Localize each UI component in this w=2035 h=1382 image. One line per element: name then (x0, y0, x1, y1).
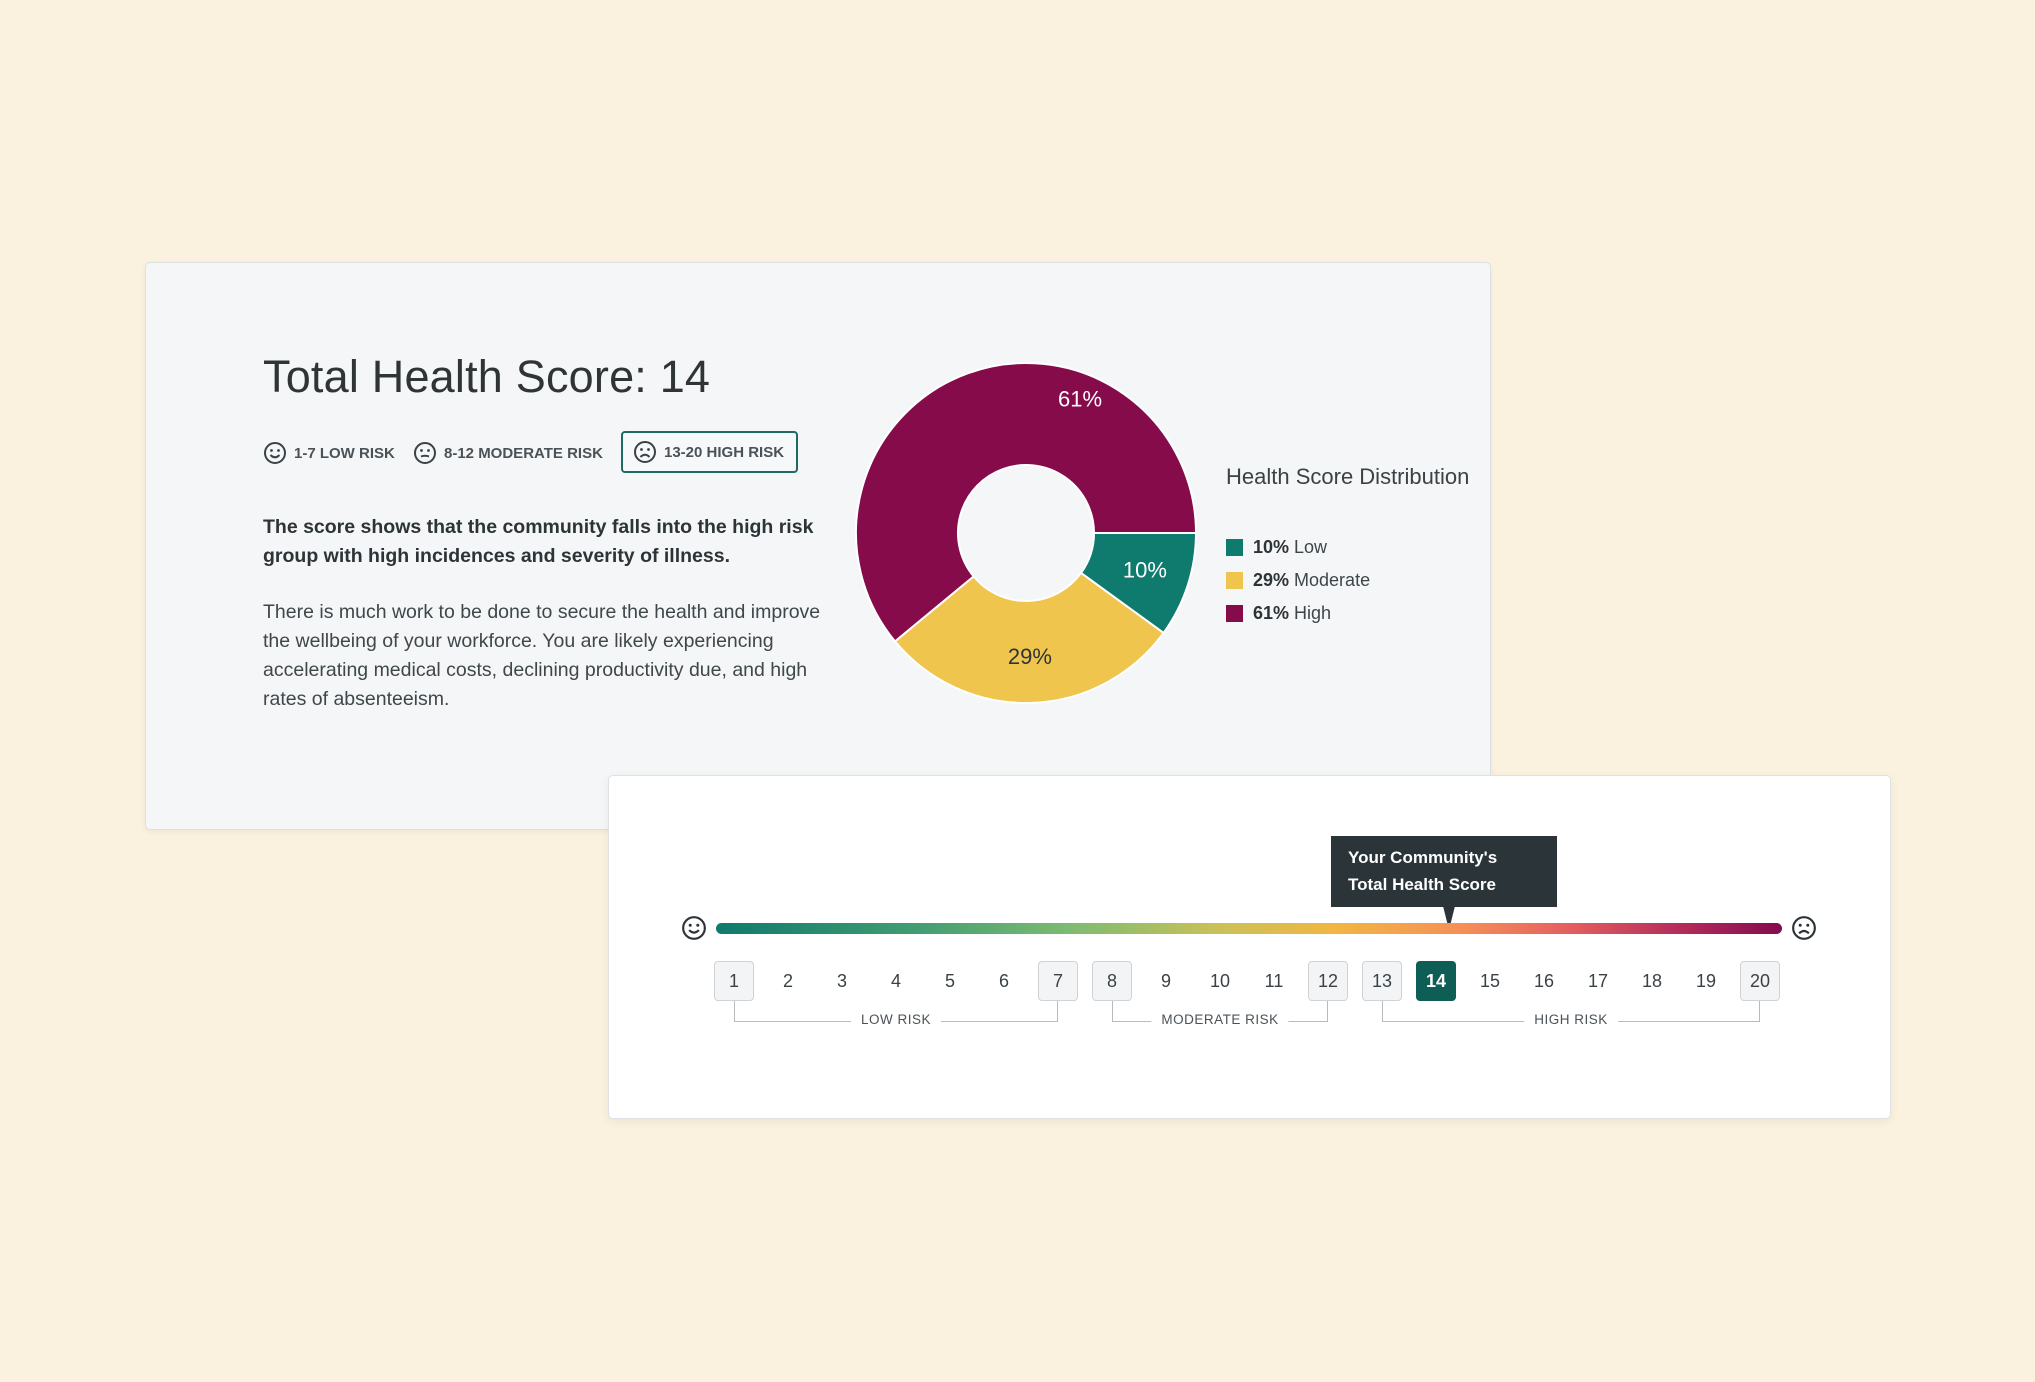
legend-swatch (1226, 539, 1243, 556)
donut-slice-label: 61% (1058, 386, 1102, 411)
legend-swatch (1226, 572, 1243, 589)
score-number[interactable]: 4 (890, 970, 901, 991)
legend-pct: 61% (1253, 603, 1290, 623)
legend-pct: 10% (1253, 537, 1290, 557)
risk-chip-high[interactable]: 13-20 HIGH RISK (621, 431, 798, 473)
health-score-summary-card: Total Health Score: 14 1-7 LOW RISK 8-12… (145, 262, 1491, 830)
score-number[interactable]: 19 (1695, 970, 1717, 991)
legend-name: High (1294, 603, 1332, 623)
score-description: There is much work to be done to secure … (263, 601, 821, 710)
risk-chip-low[interactable]: 1-7 LOW RISK (263, 431, 395, 475)
legend-swatch (1226, 605, 1243, 622)
score-number[interactable]: 2 (782, 970, 793, 991)
neutral-face-icon (414, 442, 436, 464)
donut-slice-label: 10% (1123, 557, 1167, 582)
score-number[interactable]: 5 (944, 970, 955, 991)
score-number[interactable]: 15 (1479, 970, 1501, 991)
donut-slice-label: 29% (1008, 644, 1052, 669)
smile-face-icon (264, 442, 286, 464)
legend-name: Low (1294, 537, 1328, 557)
score-number[interactable]: 3 (836, 970, 847, 991)
score-number[interactable]: 11 (1264, 970, 1284, 991)
score-number[interactable]: 16 (1533, 970, 1555, 991)
score-tooltip: Your Community's Total Health Score (1331, 836, 1557, 907)
sad-face-icon (634, 441, 656, 463)
legend-item-high: 61% High (1226, 597, 1370, 630)
health-distribution-donut-chart: 10% 29% 61% (855, 362, 1198, 704)
score-lead-text: The score shows that the community falls… (263, 516, 814, 567)
score-number[interactable]: 1 (714, 961, 754, 1001)
risk-gradient-bar (716, 923, 1782, 934)
risk-chip-label: 1-7 LOW RISK (294, 444, 395, 462)
tooltip-line: Your Community's (1348, 848, 1498, 867)
score-number[interactable]: 13 (1362, 961, 1402, 1001)
score-number[interactable]: 20 (1740, 961, 1780, 1001)
risk-chip-label: 13-20 HIGH RISK (664, 443, 785, 461)
score-number[interactable]: 7 (1038, 961, 1078, 1001)
bracket-label: LOW RISK (850, 1012, 942, 1027)
risk-chip-moderate[interactable]: 8-12 MODERATE RISK (413, 431, 603, 475)
score-number[interactable]: 8 (1092, 961, 1132, 1001)
risk-bracket: MODERATE RISK (1112, 1001, 1328, 1027)
legend-item-moderate: 29% Moderate (1226, 564, 1370, 597)
risk-chip-label: 8-12 MODERATE RISK (444, 444, 603, 462)
score-number[interactable]: 18 (1641, 970, 1663, 991)
chart-legend-title: Health Score Distribution (1226, 464, 1470, 489)
legend-pct: 29% (1253, 570, 1290, 590)
page-title: Total Health Score: 14 (263, 351, 711, 402)
donut-slice-moderate[interactable] (893, 571, 1165, 704)
chart-legend: 10% Low 29% Moderate 61% High (1226, 531, 1370, 630)
smile-face-icon (682, 916, 706, 940)
tooltip-line: Total Health Score (1348, 875, 1496, 894)
current-score-marker[interactable]: 14 (1416, 961, 1456, 1001)
score-number[interactable]: 9 (1160, 970, 1171, 991)
score-number[interactable]: 12 (1308, 961, 1348, 1001)
risk-bracket: LOW RISK (734, 1001, 1058, 1027)
donut-slice-high[interactable] (855, 362, 1198, 643)
legend-item-low: 10% Low (1226, 531, 1370, 564)
score-number[interactable]: 10 (1209, 970, 1231, 991)
sad-face-icon (1792, 916, 1816, 940)
bracket-label: MODERATE RISK (1151, 1012, 1289, 1027)
bracket-label: HIGH RISK (1524, 1012, 1618, 1027)
risk-bracket: HIGH RISK (1382, 1001, 1760, 1027)
score-number[interactable]: 17 (1587, 970, 1609, 991)
legend-name: Moderate (1294, 570, 1371, 590)
score-number[interactable]: 6 (998, 970, 1009, 991)
